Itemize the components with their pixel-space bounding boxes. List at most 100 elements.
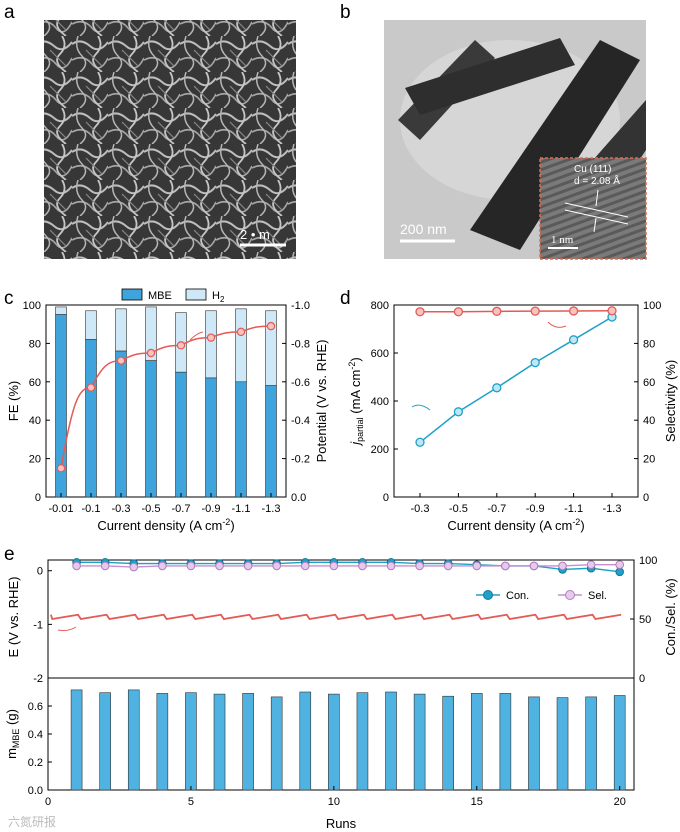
y-tick-label: 20 <box>29 454 41 466</box>
sem-image: 2 • m <box>44 20 296 259</box>
selectivity-line <box>420 310 613 313</box>
selectivity-point <box>358 561 367 571</box>
mass-bar <box>356 692 369 791</box>
bar-mbe <box>145 360 157 498</box>
chart-e-bottom-ylabel: mMBE (g) <box>4 709 21 759</box>
y-tick-label: 0.6 <box>28 701 43 713</box>
x-tick-label: 0 <box>45 796 51 808</box>
selectivity-point <box>607 306 617 316</box>
selectivity-point <box>443 561 453 571</box>
x-tick-label: 10 <box>328 796 340 808</box>
selectivity-point <box>568 306 579 316</box>
y-tick-label: 100 <box>23 300 41 312</box>
legend-con: Con. <box>506 590 529 602</box>
y2-tick-label: -0.6 <box>291 377 310 389</box>
mass-bar <box>499 693 512 791</box>
y2-tick-label: -1.0 <box>291 300 310 312</box>
mass-bar <box>585 696 597 791</box>
inset-plane-label: Cu (111) <box>574 164 611 175</box>
mass-bar <box>556 697 569 791</box>
y2-tick-label: 50 <box>639 614 651 626</box>
potential-point <box>236 327 246 337</box>
chart-d-frame <box>393 304 639 498</box>
legend-mbe-swatch <box>121 288 143 301</box>
chart-e-stability: E (V vs. RHE) Con./Sel. (%) mMBE (g) Run… <box>4 555 678 831</box>
chart-d-ylabel: jpartial (mA cm-2) <box>347 357 365 446</box>
selectivity-point <box>300 561 310 571</box>
panel-a-letter: a <box>4 2 15 23</box>
chart-d-y2label: Selectivity (%) <box>663 360 678 442</box>
selectivity-point <box>129 562 139 572</box>
x-tick-label: -0.5 <box>142 503 161 515</box>
potential-point <box>146 348 156 358</box>
bar-mbe <box>235 381 247 498</box>
y-tick-label: -2 <box>33 673 43 685</box>
selectivity-point <box>586 560 596 570</box>
x-tick-label: -1.3 <box>262 503 281 515</box>
mass-bar <box>299 691 312 791</box>
x-tick-label: -0.7 <box>487 503 506 515</box>
panel-c-letter: c <box>4 288 14 309</box>
x-tick-label: -1.3 <box>603 503 622 515</box>
selectivity-point <box>186 561 196 571</box>
mass-bar <box>270 696 283 791</box>
potential-point <box>206 333 216 342</box>
inset-d-label: d = 2.08 Å <box>574 174 620 187</box>
j-partial-point <box>492 383 502 393</box>
mass-bar <box>328 693 340 791</box>
bar-mbe <box>175 371 187 498</box>
panel-e-letter: e <box>4 544 15 565</box>
potential-point <box>86 383 96 392</box>
selectivity-point <box>529 561 539 571</box>
y2-tick-label: -0.2 <box>291 454 310 466</box>
legend-sel-marker <box>565 590 575 600</box>
selectivity-point <box>453 307 464 317</box>
bar-h2 <box>85 310 97 340</box>
bar-mbe <box>205 377 217 498</box>
arrow-right-axis <box>547 321 567 328</box>
x-tick-label: -0.9 <box>202 503 221 515</box>
potential-trace <box>50 613 622 621</box>
selectivity-line <box>76 564 620 568</box>
chart-c-frame <box>45 304 287 498</box>
j-partial-point <box>453 407 464 417</box>
bar-h2 <box>235 308 247 383</box>
y2-tick-label: 0 <box>639 673 645 685</box>
conversion-point <box>615 567 625 577</box>
panel-d-letter: d <box>340 288 351 309</box>
y2-tick-label: 80 <box>643 338 655 350</box>
y2-tick-label: 100 <box>639 555 657 567</box>
y-tick-label: 400 <box>371 396 389 408</box>
y-tick-label: 80 <box>29 338 41 350</box>
selectivity-point <box>415 561 424 571</box>
selectivity-point <box>558 561 567 571</box>
selectivity-point <box>329 561 339 571</box>
x-tick-label: -1.1 <box>564 503 583 515</box>
arrow-potential <box>189 331 204 341</box>
mass-bar <box>185 692 197 791</box>
selectivity-point <box>492 306 502 316</box>
x-tick-label: -0.9 <box>526 503 545 515</box>
x-tick-label: -0.01 <box>48 503 73 515</box>
selectivity-point <box>272 561 281 571</box>
y-tick-label: 0 <box>35 492 41 504</box>
chart-c-xlabel: Current density (A cm-2) <box>97 517 234 533</box>
sem-scalebar-label: 2 • m <box>240 227 270 242</box>
y2-tick-label: 20 <box>643 454 655 466</box>
mass-bar <box>70 689 83 791</box>
x-tick-label: -0.5 <box>449 503 468 515</box>
legend-sel: Sel. <box>588 590 607 602</box>
y-tick-label: 800 <box>371 300 389 312</box>
potential-point <box>56 464 66 473</box>
arrow-potential-axis <box>57 626 77 632</box>
x-tick-label: 5 <box>188 796 194 808</box>
mass-bar <box>470 693 483 791</box>
y-tick-label: 40 <box>29 415 41 427</box>
selectivity-point <box>530 306 540 316</box>
bar-mbe <box>85 339 97 498</box>
y2-tick-label: 40 <box>643 415 655 427</box>
x-tick-label: 15 <box>471 796 483 808</box>
chart-c-ylabel: FE (%) <box>6 381 21 421</box>
y-tick-label: 0.2 <box>28 757 43 769</box>
selectivity-point <box>215 561 224 571</box>
